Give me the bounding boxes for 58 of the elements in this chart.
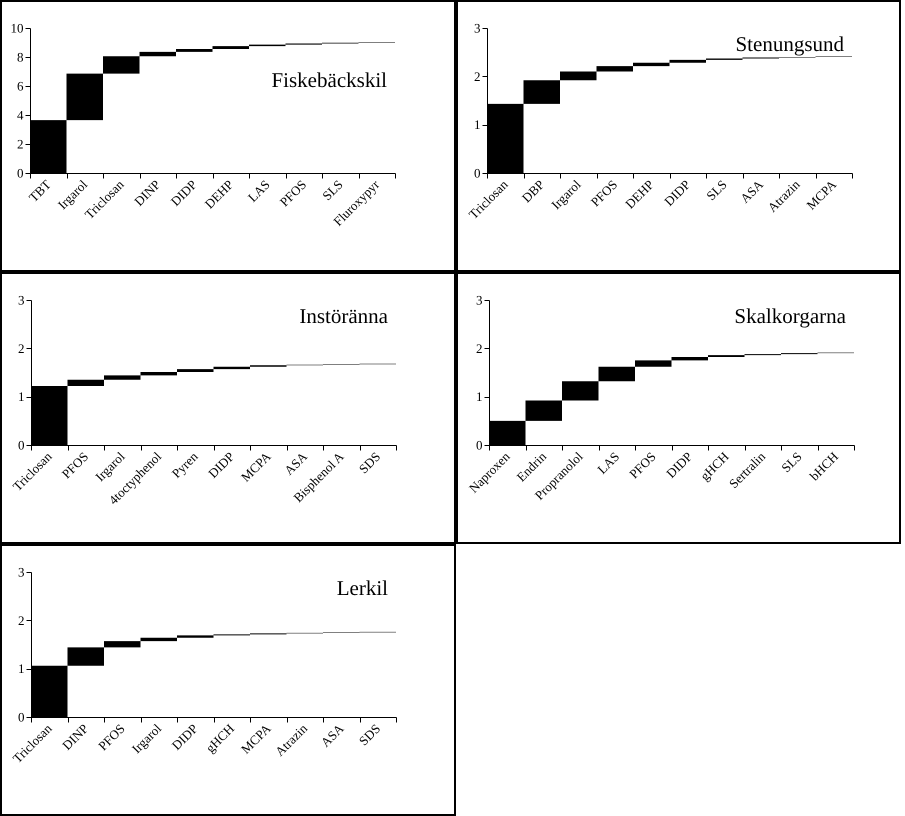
y-tick-label: 1 — [476, 389, 482, 404]
y-tick-label: 3 — [18, 292, 24, 308]
bar — [526, 400, 562, 421]
y-tick-label: 0 — [474, 166, 480, 180]
y-tick-label: 1 — [18, 661, 24, 676]
y-tick-label: 3 — [18, 564, 24, 580]
chart-title: Lerkil — [336, 576, 388, 600]
bar — [176, 49, 212, 52]
bar — [103, 56, 140, 74]
bar — [104, 641, 140, 648]
bar — [104, 375, 140, 380]
bar — [670, 60, 706, 63]
y-tick-label: 3 — [474, 20, 480, 36]
chart-title: Stenungsund — [735, 32, 844, 56]
bar — [562, 381, 598, 401]
bar — [68, 647, 104, 666]
bar — [68, 380, 104, 386]
x-tick-label: SDS — [356, 720, 384, 748]
y-tick-label: 0 — [17, 166, 24, 180]
x-tick-label: ASA — [318, 720, 348, 750]
bar — [140, 638, 177, 642]
bar — [672, 357, 708, 360]
y-tick-label: 2 — [17, 136, 24, 152]
y-tick-label: 0 — [476, 438, 482, 452]
bar — [66, 74, 103, 120]
bar — [598, 366, 635, 382]
chart-title: Skalkorgarna — [734, 304, 847, 328]
x-tick-label: SLS — [778, 448, 805, 476]
bar — [177, 369, 214, 372]
y-tick-label: 2 — [476, 340, 482, 356]
x-tick-label: ASA — [737, 176, 767, 206]
y-tick-label: 1 — [474, 117, 480, 132]
y-tick-label: 4 — [17, 108, 24, 122]
text: Fiskebäckskil — [272, 68, 388, 92]
x-tick-label: LAS — [244, 176, 273, 205]
bar — [140, 52, 176, 56]
bar — [635, 360, 672, 367]
x-tick-label: SDS — [356, 448, 384, 476]
bar — [524, 80, 560, 104]
y-tick-label: 2 — [474, 68, 480, 84]
x-tick-label: TBT — [26, 176, 54, 205]
y-tick-label: 10 — [10, 20, 24, 36]
y-tick-label: 2 — [18, 340, 24, 356]
y-tick-label: 0 — [18, 710, 24, 724]
x-tick-label: SLS — [703, 176, 730, 204]
x-tick-label: LAS — [594, 448, 622, 477]
y-tick-label: 1 — [18, 389, 24, 404]
bar — [214, 366, 250, 370]
bar — [596, 66, 633, 72]
y-tick-label: 6 — [17, 78, 24, 94]
y-tick-label: 2 — [18, 612, 24, 628]
bar — [140, 372, 177, 376]
bar — [560, 72, 596, 80]
y-tick-label: 0 — [18, 438, 24, 452]
y-tick-label: 3 — [476, 292, 482, 308]
bar — [212, 46, 249, 50]
y-tick-label: 8 — [17, 50, 24, 64]
chart-title: Instöränna — [299, 304, 389, 328]
